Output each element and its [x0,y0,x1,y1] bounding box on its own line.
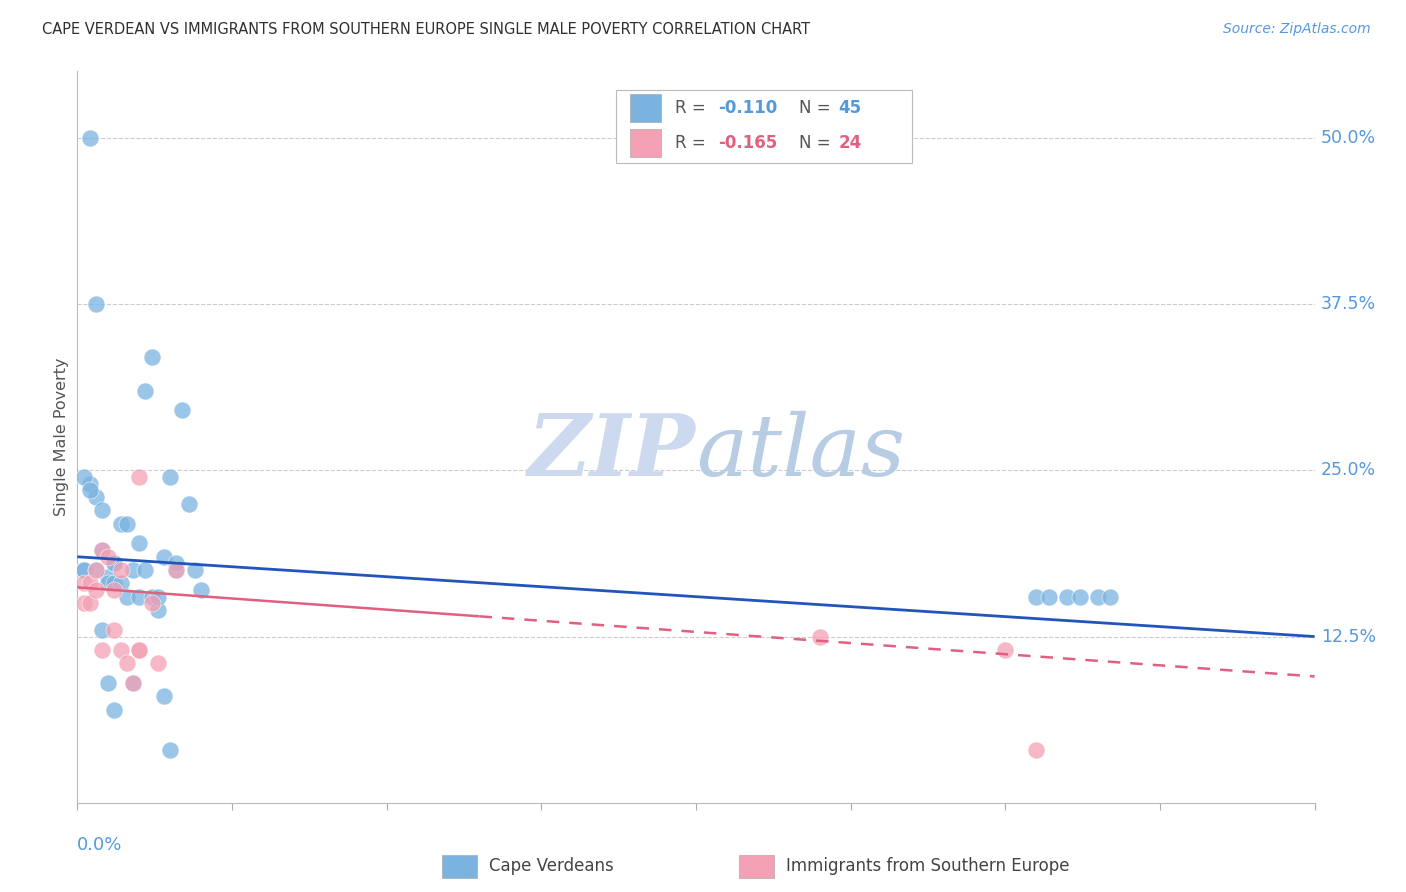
Text: N =: N = [799,99,835,117]
Point [72,576,94,591]
FancyBboxPatch shape [616,90,912,162]
Point [84,297,107,311]
Text: -0.110: -0.110 [718,99,778,117]
Point [103,623,125,637]
Point [184,563,207,577]
Text: CAPE VERDEAN VS IMMIGRANTS FROM SOUTHERN EUROPE SINGLE MALE POVERTY CORRELATION : CAPE VERDEAN VS IMMIGRANTS FROM SOUTHERN… [42,22,810,37]
Point [79,131,101,145]
Text: 50.0%: 50.0% [1320,128,1376,147]
Point [110,576,132,591]
Text: Source: ZipAtlas.com: Source: ZipAtlas.com [1223,22,1371,37]
Point [97,570,120,584]
Text: ZIP: ZIP [529,410,696,493]
Point [91,623,114,637]
Point [103,582,125,597]
Point [128,536,150,550]
Point [146,590,169,604]
Point [165,563,187,577]
Text: atlas: atlas [696,410,905,493]
Point [103,557,125,571]
Point [153,690,176,704]
Point [159,470,181,484]
Point [110,516,132,531]
Point [1099,590,1122,604]
Point [128,643,150,657]
Point [91,543,114,558]
Text: Immigrants from Southern Europe: Immigrants from Southern Europe [786,857,1070,875]
Point [115,656,138,670]
Point [91,503,114,517]
Point [110,643,132,657]
Point [1056,590,1078,604]
Point [141,590,163,604]
Text: R =: R = [675,99,711,117]
Point [103,557,125,571]
Point [97,576,120,591]
Point [128,590,150,604]
Bar [630,94,661,122]
Point [97,549,120,564]
Point [159,742,181,756]
Point [72,596,94,610]
Point [110,563,132,577]
Point [79,576,101,591]
Point [146,603,169,617]
Point [134,563,156,577]
Point [122,676,145,690]
Text: 24: 24 [838,134,862,152]
Text: 0.0%: 0.0% [77,836,122,854]
Bar [630,129,661,157]
Text: 12.5%: 12.5% [1320,628,1376,646]
Point [1069,590,1091,604]
Point [128,470,150,484]
Point [165,563,187,577]
Point [1087,590,1109,604]
Point [84,563,107,577]
Point [153,549,176,564]
Point [1038,590,1060,604]
Point [146,656,169,670]
Text: R =: R = [675,134,711,152]
Point [165,557,187,571]
Point [97,676,120,690]
Point [72,563,94,577]
Text: -0.165: -0.165 [718,134,778,152]
Point [141,596,163,610]
Point [128,643,150,657]
Point [91,643,114,657]
Point [115,590,138,604]
Point [84,582,107,597]
Point [134,384,156,398]
Point [79,476,101,491]
Point [177,497,200,511]
Y-axis label: Single Male Poverty: Single Male Poverty [53,358,69,516]
Text: Cape Verdeans: Cape Verdeans [489,857,614,875]
Point [115,516,138,531]
Text: 45: 45 [838,99,862,117]
Point [1025,590,1047,604]
Text: 37.5%: 37.5% [1320,295,1376,313]
Point [1025,742,1047,756]
Point [72,470,94,484]
Point [84,490,107,504]
Point [79,596,101,610]
Text: N =: N = [799,134,835,152]
Point [122,676,145,690]
Text: 25.0%: 25.0% [1320,461,1376,479]
Point [79,483,101,498]
Point [103,576,125,591]
Point [808,630,831,644]
Point [141,351,163,365]
Bar [443,855,477,878]
Point [994,643,1017,657]
Point [172,403,194,417]
Point [103,703,125,717]
Point [122,563,145,577]
Point [91,543,114,558]
Point [84,563,107,577]
Point [72,563,94,577]
Bar [740,855,773,878]
Point [190,582,212,597]
